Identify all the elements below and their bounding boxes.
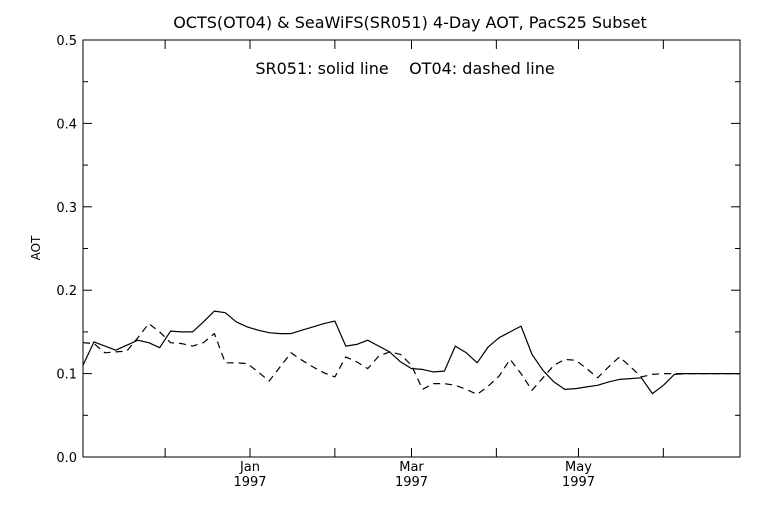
y-axis-label: AOT: [29, 235, 43, 260]
y-tick-label: 0.4: [56, 117, 77, 132]
x-tick-label-year: 1997: [233, 475, 266, 490]
plot-frame: [82, 39, 741, 458]
x-tick-label-year: 1997: [562, 475, 595, 490]
x-tick-label-month: Jan: [239, 460, 260, 475]
chart-title: OCTS(OT04) & SeaWiFS(SR051) 4-Day AOT, P…: [173, 13, 647, 32]
y-tick-label: 0.0: [56, 451, 77, 466]
x-tick-label-year: 1997: [395, 475, 428, 490]
x-tick-label-month: Mar: [399, 460, 424, 475]
series-layer: [82, 310, 740, 395]
x-tick-label-month: May: [565, 460, 592, 475]
y-tick-label: 0.2: [56, 284, 77, 299]
y-tick-label: 0.3: [56, 201, 77, 216]
line-style-note: SR051: solid line OT04: dashed line: [255, 59, 554, 78]
y-tick-label: 0.5: [56, 34, 77, 49]
series-line-sr051: [82, 310, 740, 395]
series-line-ot04: [82, 323, 740, 395]
y-tick-label: 0.1: [56, 368, 77, 383]
